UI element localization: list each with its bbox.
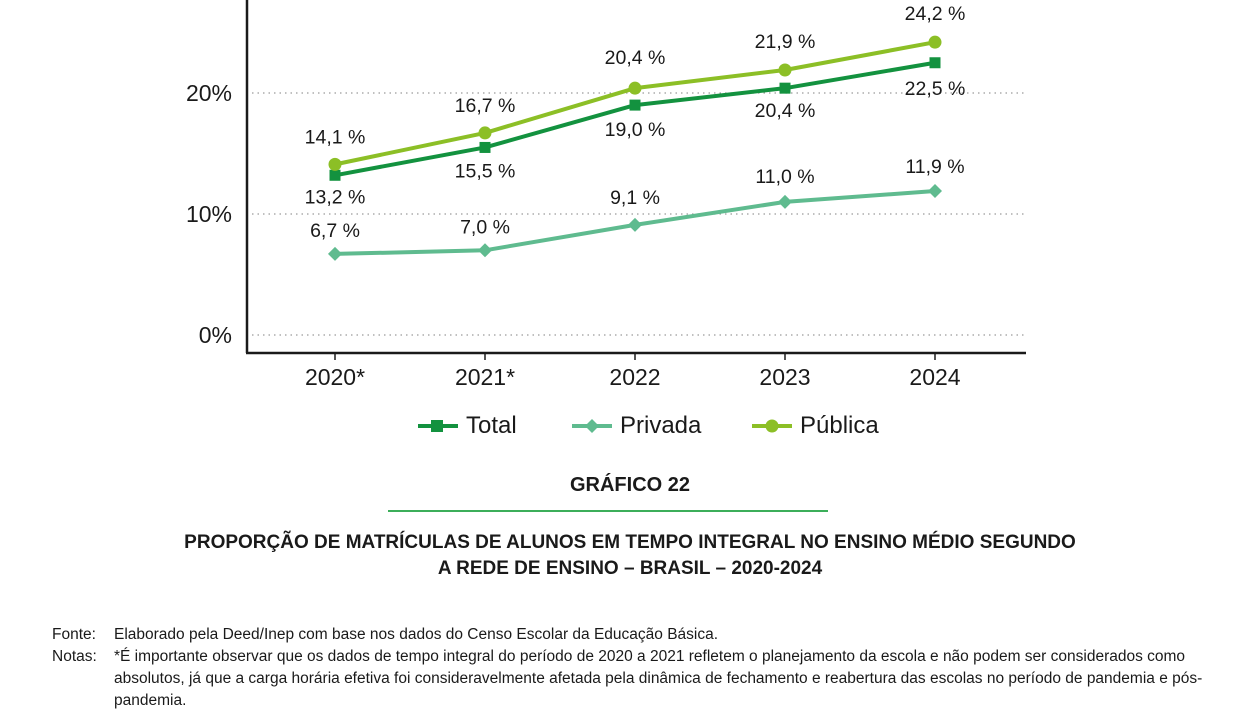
data-label: 15,5 % <box>455 160 516 182</box>
data-point <box>629 99 641 111</box>
data-label: 6,7 % <box>310 220 360 242</box>
x-tick-label: 2023 <box>759 364 810 390</box>
data-point <box>329 169 341 181</box>
y-tick-label: 0% <box>199 322 232 348</box>
y-tick-labels: 0% 10% 20% <box>186 80 232 348</box>
x-tick-label: 2022 <box>609 364 660 390</box>
legend-swatch-total <box>418 420 458 432</box>
data-label: 21,9 % <box>755 31 816 53</box>
caption-line-1: PROPORÇÃO DE MATRÍCULAS DE ALUNOS EM TEM… <box>184 532 1076 553</box>
data-label: 22,5 % <box>905 78 966 100</box>
data-point <box>328 157 342 171</box>
x-tick-labels: 2020* 2021* 2022 2023 2024 <box>305 353 961 390</box>
figure-divider <box>388 510 828 512</box>
data-labels: 13,2 % 15,5 % 19,0 % 20,4 % 22,5 % 6,7 % 7,0 %… <box>305 3 966 242</box>
data-label: 20,4 % <box>605 47 666 69</box>
data-label: 19,0 % <box>605 119 666 141</box>
data-label: 11,0 % <box>755 166 814 188</box>
data-label: 11,9 % <box>905 156 964 178</box>
axes <box>245 0 1026 355</box>
notes-text: *É importante observar que os dados de t… <box>114 648 1203 709</box>
legend-item-total: Total <box>418 408 517 444</box>
legend-label-total: Total <box>466 412 517 439</box>
source-label: Fonte: <box>52 626 96 643</box>
data-label: 16,7 % <box>455 95 516 117</box>
data-label: 9,1 % <box>610 187 660 209</box>
legend-swatch-privada <box>572 419 612 433</box>
legend: Total Privada Pública <box>0 408 1260 444</box>
legend-item-privada: Privada <box>572 408 701 444</box>
legend-item-publica: Pública <box>752 408 879 444</box>
data-point <box>478 243 492 258</box>
data-label: 7,0 % <box>460 216 510 238</box>
legend-label-publica: Pública <box>800 412 879 439</box>
line-chart: 0% 10% 20% 2020* 2021* 2022 2023 2024 13,2 % 15… <box>186 0 1026 390</box>
source-note: Fonte: Elaborado pela Deed/Inep com base… <box>52 624 1232 646</box>
data-label: 13,2 % <box>305 186 366 208</box>
data-point <box>628 81 642 95</box>
y-tick-label: 10% <box>186 201 232 227</box>
x-tick-label: 2020* <box>305 364 365 390</box>
series-lines <box>328 35 942 261</box>
data-point <box>928 35 942 49</box>
notes-note: Notas: *É importante observar que os dad… <box>52 646 1232 712</box>
caption-line-2: A REDE DE ENSINO – BRASIL – 2020-2024 <box>437 558 823 579</box>
data-point <box>928 184 942 199</box>
data-point <box>778 194 792 209</box>
source-text: Elaborado pela Deed/Inep com base nos da… <box>114 626 719 643</box>
data-point <box>479 141 491 153</box>
data-point <box>478 126 492 140</box>
data-point <box>778 63 792 77</box>
legend-label-privada: Privada <box>620 412 702 439</box>
x-tick-label: 2024 <box>909 364 960 390</box>
data-point <box>328 246 342 261</box>
data-label: 24,2 % <box>905 3 966 25</box>
data-label: 14,1 % <box>305 126 366 148</box>
x-tick-label: 2021* <box>455 364 515 390</box>
figure-caption: PROPORÇÃO DE MATRÍCULAS DE ALUNOS EM TEM… <box>0 530 1260 582</box>
legend-swatch-publica <box>752 419 792 433</box>
figure-label: GRÁFICO 22 <box>569 474 691 496</box>
notes-label: Notas: <box>52 648 97 665</box>
notes-block: Fonte: Elaborado pela Deed/Inep com base… <box>52 624 1232 712</box>
data-point <box>779 82 791 94</box>
data-point <box>628 217 642 232</box>
data-label: 20,4 % <box>755 100 816 122</box>
data-point <box>929 57 941 69</box>
y-tick-label: 20% <box>186 80 232 106</box>
